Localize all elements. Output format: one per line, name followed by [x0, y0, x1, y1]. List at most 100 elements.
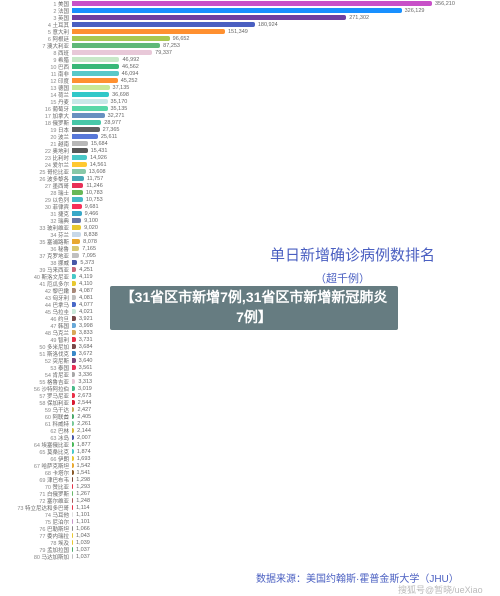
bar-value: 9,020	[84, 225, 98, 231]
bar	[72, 57, 119, 62]
bar	[72, 169, 86, 174]
bar	[72, 484, 73, 489]
bar-value: 1,101	[76, 519, 90, 525]
bar-row: 3 英国271,302	[0, 14, 500, 21]
bar	[72, 421, 74, 426]
bar-row: 7 澳大利亚87,253	[0, 42, 500, 49]
bar-label: 80 马达加斯加	[0, 553, 72, 561]
bar	[72, 71, 119, 76]
bar-value: 9,466	[85, 211, 99, 217]
bar	[72, 260, 77, 265]
bar	[72, 92, 109, 97]
bar-row: 19 日本27,365	[0, 126, 500, 133]
bar-row: 26 波多黎各11,757	[0, 175, 500, 182]
bar-row: 79 孟加拉国1,037	[0, 546, 500, 553]
bar-row: 23 比利时14,926	[0, 154, 500, 161]
bar	[72, 309, 76, 314]
bar-value: 28,977	[104, 120, 121, 126]
bar	[72, 442, 74, 447]
bar-value: 1,877	[77, 442, 91, 448]
bar-row: 64 埃塞俄比亚1,877	[0, 441, 500, 448]
bar-value: 2,673	[78, 393, 92, 399]
bar	[72, 351, 76, 356]
bar-row: 61 科威特2,261	[0, 420, 500, 427]
bar-value: 13,608	[89, 169, 106, 175]
bar-row: 48 乌克兰3,833	[0, 329, 500, 336]
bar	[72, 106, 108, 111]
headline-overlay: 【31省区市新增7例,31省区市新增新冠肺炎7例】	[110, 286, 398, 330]
bar-row: 2 法国326,129	[0, 7, 500, 14]
bar-row: 54 肯尼亚3,336	[0, 371, 500, 378]
bar-row: 20 波兰25,611	[0, 133, 500, 140]
bar-row: 5 意大利151,349	[0, 28, 500, 35]
bar	[72, 414, 74, 419]
bar	[72, 176, 84, 181]
bar	[72, 379, 75, 384]
bar	[72, 99, 108, 104]
bar-value: 10,783	[86, 190, 103, 196]
bar-row: 32 瑞典9,100	[0, 217, 500, 224]
bar	[72, 526, 73, 531]
bar	[72, 400, 75, 405]
bar-value: 35,170	[111, 99, 128, 105]
bar	[72, 225, 81, 230]
bar-value: 79,337	[155, 50, 172, 56]
bar-row: 14 荷兰36,698	[0, 91, 500, 98]
bar-value: 4,081	[79, 295, 93, 301]
bar-row: 4 土耳其180,924	[0, 21, 500, 28]
bar	[72, 519, 73, 524]
bar	[72, 64, 119, 69]
bar-value: 87,253	[163, 43, 180, 49]
bar-row: 73 特立尼达和多巴哥1,114	[0, 504, 500, 511]
bar-value: 1,037	[76, 547, 90, 553]
bar-value: 15,431	[91, 148, 108, 154]
bar-value: 1,874	[77, 449, 91, 455]
bar	[72, 288, 76, 293]
bar-value: 46,992	[122, 57, 139, 63]
bar	[72, 281, 76, 286]
bar	[72, 134, 98, 139]
bar-row: 74 马耳他1,101	[0, 511, 500, 518]
bar-row: 52 突尼斯3,640	[0, 357, 500, 364]
bar-row: 21 越南15,684	[0, 140, 500, 147]
bar-value: 35,135	[111, 106, 128, 112]
bar	[72, 1, 432, 6]
bar-row: 51 斯洛伐克3,672	[0, 350, 500, 357]
bar	[72, 155, 87, 160]
bar-row: 55 格鲁吉亚3,313	[0, 378, 500, 385]
bar	[72, 8, 402, 13]
bar	[72, 540, 73, 545]
bar	[72, 78, 118, 83]
bar-value: 7,095	[82, 253, 96, 259]
bar-value: 9,681	[85, 204, 99, 210]
bar-row: 31 捷克9,466	[0, 210, 500, 217]
bar-row: 70 赞比亚1,293	[0, 483, 500, 490]
bar-row: 71 白俄罗斯1,267	[0, 490, 500, 497]
bar-row: 17 加拿大32,271	[0, 112, 500, 119]
bar-row: 59 乌干达2,427	[0, 406, 500, 413]
bar-row: 24 爱尔兰14,561	[0, 161, 500, 168]
bar-value: 8,838	[84, 232, 98, 238]
bar-row: 25 哥伦比亚13,608	[0, 168, 500, 175]
bar-value: 1,248	[76, 498, 90, 504]
bar	[72, 498, 73, 503]
bar-value: 1,541	[77, 470, 91, 476]
bar-row: 13 德国37,135	[0, 84, 500, 91]
bar-value: 5,373	[80, 260, 94, 266]
bar-value: 2,261	[77, 421, 91, 427]
bar	[72, 302, 76, 307]
bar-value: 32,271	[108, 113, 125, 119]
chart-title: 单日新增确诊病例数排名	[270, 244, 435, 265]
bar-row: 66 伊朗1,693	[0, 455, 500, 462]
bar-value: 3,684	[79, 344, 93, 350]
bar	[72, 435, 74, 440]
bar	[72, 148, 88, 153]
bar	[72, 316, 76, 321]
bar-value: 3,731	[79, 337, 93, 343]
bar-value: 2,144	[77, 428, 91, 434]
bar	[72, 127, 100, 132]
bar-row: 53 泰国3,561	[0, 364, 500, 371]
bar-value: 3,561	[79, 365, 93, 371]
bar	[72, 477, 73, 482]
bar-row: 6 阿根廷96,652	[0, 35, 500, 42]
